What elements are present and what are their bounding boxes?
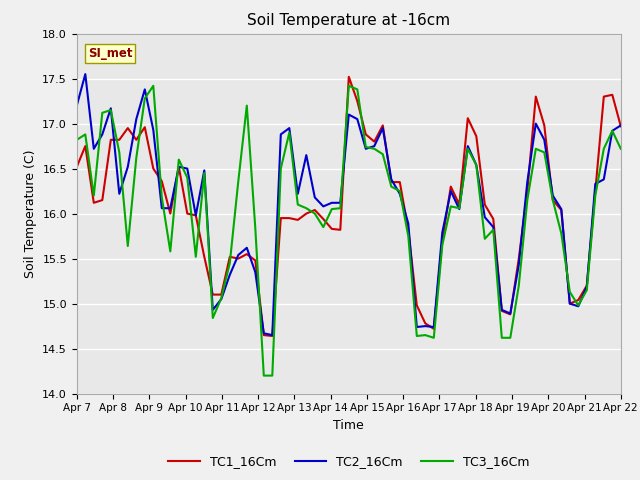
Line: TC3_16Cm: TC3_16Cm: [77, 86, 621, 375]
TC2_16Cm: [319, 204, 327, 209]
Legend: TC1_16Cm, TC2_16Cm, TC3_16Cm: TC1_16Cm, TC2_16Cm, TC3_16Cm: [163, 450, 534, 473]
TC2_16Cm: [557, 206, 565, 212]
TC3_16Cm: [371, 146, 378, 152]
X-axis label: Time: Time: [333, 419, 364, 432]
Y-axis label: Soil Temperature (C): Soil Temperature (C): [24, 149, 36, 278]
TC1_16Cm: [73, 164, 81, 169]
TC2_16Cm: [617, 122, 625, 128]
TC1_16Cm: [234, 256, 242, 262]
TC1_16Cm: [617, 123, 625, 129]
TC3_16Cm: [600, 146, 607, 152]
TC3_16Cm: [150, 83, 157, 89]
TC3_16Cm: [319, 224, 327, 230]
Line: TC2_16Cm: TC2_16Cm: [77, 74, 621, 335]
TC2_16Cm: [600, 177, 607, 182]
TC3_16Cm: [617, 146, 625, 152]
TC1_16Cm: [311, 207, 319, 213]
TC3_16Cm: [209, 315, 216, 321]
Text: SI_met: SI_met: [88, 47, 132, 60]
TC2_16Cm: [268, 332, 276, 338]
TC3_16Cm: [73, 137, 81, 143]
TC2_16Cm: [73, 103, 81, 108]
TC1_16Cm: [600, 94, 607, 99]
Title: Soil Temperature at -16cm: Soil Temperature at -16cm: [247, 13, 451, 28]
TC1_16Cm: [200, 254, 208, 260]
TC1_16Cm: [557, 207, 565, 213]
TC2_16Cm: [209, 307, 216, 313]
TC2_16Cm: [371, 143, 378, 149]
TC3_16Cm: [243, 103, 251, 108]
TC1_16Cm: [371, 139, 378, 144]
TC2_16Cm: [81, 71, 89, 77]
Line: TC1_16Cm: TC1_16Cm: [77, 77, 621, 336]
TC1_16Cm: [345, 74, 353, 80]
TC3_16Cm: [260, 372, 268, 378]
TC2_16Cm: [243, 245, 251, 251]
TC1_16Cm: [268, 333, 276, 339]
TC3_16Cm: [557, 230, 565, 236]
